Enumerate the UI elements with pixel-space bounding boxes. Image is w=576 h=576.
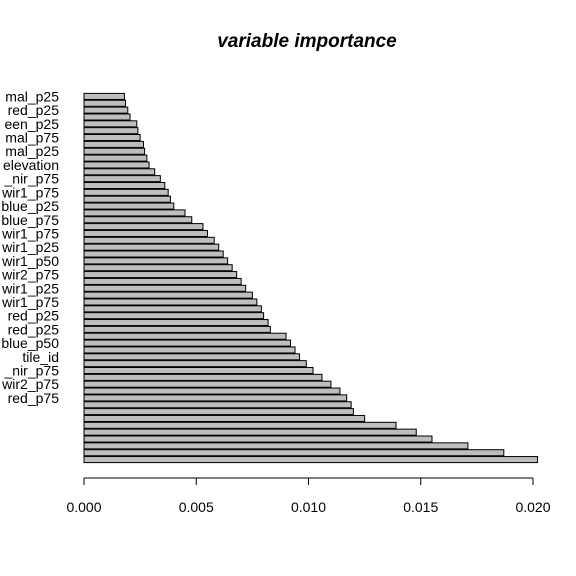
bar bbox=[83, 435, 433, 443]
y-tick-label: wir1_p75 bbox=[1, 225, 59, 241]
bar bbox=[83, 195, 171, 203]
y-tick-label: wir1_p50 bbox=[1, 253, 59, 269]
bar bbox=[83, 284, 247, 292]
bar bbox=[83, 161, 150, 169]
y-tick-label: elevation bbox=[3, 157, 59, 173]
bar bbox=[83, 325, 271, 333]
bar bbox=[83, 456, 538, 464]
y-tick-label: mal_p75 bbox=[5, 130, 59, 146]
bar bbox=[83, 339, 292, 347]
bar bbox=[83, 216, 193, 224]
bar bbox=[83, 134, 141, 142]
bar bbox=[83, 298, 258, 306]
y-tick-label: _nir_p75 bbox=[4, 171, 60, 187]
y-tick-label: mal_p25 bbox=[5, 88, 59, 104]
bar bbox=[83, 257, 229, 265]
y-tick-label: blue_p75 bbox=[1, 212, 59, 228]
bar bbox=[83, 360, 307, 368]
y-tick-label: wir1_p75 bbox=[1, 294, 59, 310]
bar bbox=[83, 181, 166, 190]
y-tick-label: blue_p25 bbox=[1, 198, 59, 214]
y-tick-label: mal_p25 bbox=[5, 143, 59, 159]
bar bbox=[83, 271, 238, 279]
bar bbox=[83, 243, 220, 251]
y-tick-labels: mal_p25red_p25een_p25mal_p75mal_p25eleva… bbox=[1, 88, 59, 405]
y-tick-label: wir2_p75 bbox=[1, 376, 59, 392]
y-tick-label: wir1_p25 bbox=[1, 280, 59, 296]
bar bbox=[83, 229, 208, 237]
bar bbox=[83, 373, 323, 381]
bar bbox=[83, 277, 242, 285]
bar bbox=[83, 113, 131, 121]
bars-group bbox=[83, 92, 538, 464]
x-tick-label: 0.005 bbox=[179, 499, 214, 515]
bar bbox=[83, 188, 169, 196]
bar bbox=[83, 319, 269, 327]
x-tick-label: 0.000 bbox=[66, 499, 101, 515]
bar bbox=[83, 250, 224, 258]
y-tick-label: wir1_p25 bbox=[1, 239, 59, 255]
bar bbox=[83, 366, 314, 375]
x-tick-label: 0.010 bbox=[291, 499, 326, 515]
bar bbox=[83, 223, 204, 231]
bar bbox=[83, 175, 161, 183]
y-tick-label: een_p25 bbox=[4, 116, 59, 132]
bar bbox=[83, 99, 127, 107]
y-tick-label: red_p25 bbox=[8, 308, 60, 324]
bar bbox=[83, 202, 175, 210]
bar bbox=[83, 401, 352, 409]
bar bbox=[83, 127, 139, 135]
bar bbox=[83, 264, 233, 272]
x-axis: 0.000 0.005 0.010 0.015 0.020 bbox=[66, 477, 551, 515]
bar bbox=[83, 120, 138, 128]
bar bbox=[83, 442, 469, 450]
chart-title: variable importance bbox=[217, 31, 397, 52]
bar bbox=[83, 394, 348, 402]
y-tick-label: tile_id bbox=[22, 349, 59, 365]
bar bbox=[83, 92, 125, 100]
bar bbox=[83, 106, 129, 114]
bar bbox=[83, 140, 144, 148]
x-tick-label: 0.020 bbox=[515, 499, 550, 515]
bar bbox=[83, 332, 287, 340]
bar bbox=[83, 312, 265, 320]
y-tick-label: red_p25 bbox=[8, 102, 60, 118]
y-tick-label: red_p75 bbox=[8, 390, 60, 406]
y-tick-label: wir2_p75 bbox=[1, 267, 59, 283]
y-tick-label: blue_p50 bbox=[1, 335, 59, 351]
bar bbox=[83, 408, 354, 416]
bar bbox=[83, 387, 341, 395]
bar bbox=[83, 147, 146, 155]
bar bbox=[83, 414, 366, 422]
bar bbox=[83, 449, 505, 457]
bar bbox=[83, 236, 215, 244]
bar bbox=[83, 346, 296, 354]
bar bbox=[83, 380, 332, 388]
y-tick-label: wir1_p75 bbox=[1, 184, 59, 200]
bar bbox=[83, 209, 186, 217]
x-tick-label: 0.015 bbox=[403, 499, 438, 515]
bar bbox=[83, 305, 262, 313]
y-tick-label: _nir_p75 bbox=[4, 363, 60, 379]
y-tick-label: red_p25 bbox=[8, 321, 60, 337]
bar bbox=[83, 421, 397, 429]
bar bbox=[83, 353, 301, 361]
bar bbox=[83, 291, 253, 299]
bar bbox=[83, 428, 417, 436]
bar bbox=[83, 168, 156, 176]
bar bbox=[83, 154, 148, 162]
